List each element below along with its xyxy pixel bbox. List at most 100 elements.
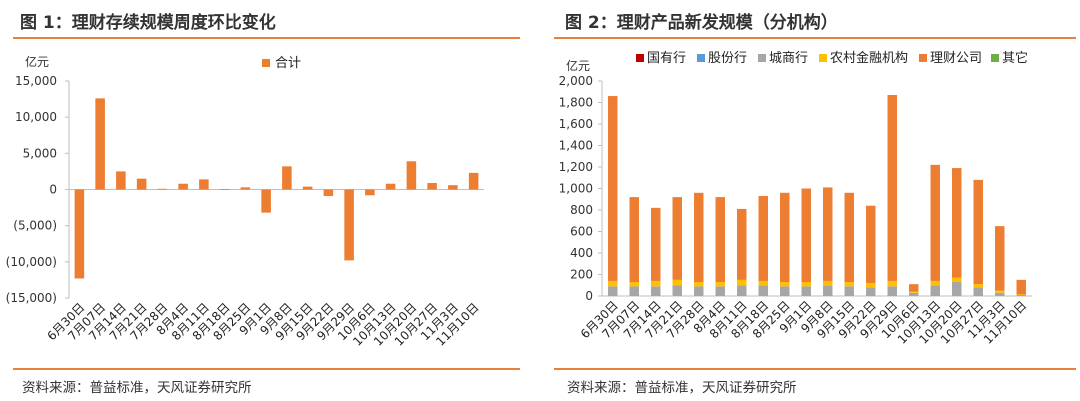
figure-1-top-rule xyxy=(13,37,520,39)
y-tick-label: 1,200 xyxy=(559,160,593,174)
figure-2-title: 图 2：理财产品新发规模（分机构） xyxy=(565,13,838,33)
bar-seg-4-17 xyxy=(973,179,983,285)
y-tick-label: 600 xyxy=(570,225,593,239)
y-tick-label: 15,000 xyxy=(15,74,57,88)
y-axis-unit-label: 亿元 xyxy=(566,58,590,73)
bar-seg-2-4 xyxy=(694,286,704,296)
bar-seg-2-7 xyxy=(758,285,768,296)
legend-label-5: 其它 xyxy=(1002,50,1028,66)
bar-seg-4-3 xyxy=(672,197,682,280)
y-tick-label: 800 xyxy=(570,203,593,217)
y-tick-label: 10,000 xyxy=(15,110,57,124)
bar-seg-4-13 xyxy=(887,94,897,281)
bar-seg-3-6 xyxy=(737,279,747,286)
figure-2-panel: 图 2：理财产品新发规模（分机构） 亿元 0 200 400 600 800 1,000 1,… xyxy=(545,0,1080,401)
figure-2-source: 资料来源：普益标准，天风证券研究所 xyxy=(567,380,797,396)
bar-seg-3-0 xyxy=(608,280,618,287)
bar-seg-2-17 xyxy=(973,287,983,296)
figure-2-bottom-rule xyxy=(554,368,1076,370)
bar-total-8 xyxy=(240,187,251,190)
bar-total-3 xyxy=(136,178,147,190)
y-tick-label: 5,000 xyxy=(23,146,57,160)
legend-label-0: 国有行 xyxy=(647,51,686,66)
y-tick-label: 2,000 xyxy=(559,74,593,88)
bar-seg-2-2 xyxy=(651,286,661,296)
bar-seg-2-0 xyxy=(608,286,618,296)
legend-label-total: 合计 xyxy=(275,56,301,71)
bar-seg-3-9 xyxy=(801,282,811,287)
legend-label-2: 城商行 xyxy=(769,51,808,66)
bar-seg-2-11 xyxy=(844,286,854,296)
bar-seg-4-19 xyxy=(1016,279,1026,295)
bar-seg-2-16 xyxy=(952,282,962,296)
bar-total-19 xyxy=(468,172,479,190)
bar-seg-3-11 xyxy=(844,282,854,287)
bar-seg-4-2 xyxy=(651,207,661,281)
bar-seg-4-16 xyxy=(952,168,962,278)
bar-total-13 xyxy=(344,189,354,261)
bar-seg-4-14 xyxy=(909,284,919,292)
bar-seg-2-12 xyxy=(866,287,876,296)
bar-seg-2-9 xyxy=(801,286,811,296)
y-tick-label: (10,000) xyxy=(6,255,57,269)
figure-1-bottom-rule xyxy=(13,368,520,370)
bar-seg-4-18 xyxy=(995,226,1005,291)
bar-seg-3-15 xyxy=(930,280,940,286)
bar-seg-4-6 xyxy=(737,208,747,280)
y-tick-label: (15,000) xyxy=(6,291,57,305)
bar-seg-3-3 xyxy=(672,279,682,286)
y-tick-label: 1,600 xyxy=(559,117,593,131)
bar-seg-4-1 xyxy=(629,197,639,283)
bar-seg-3-1 xyxy=(629,282,639,287)
bar-seg-4-10 xyxy=(823,187,833,281)
figure-1-panel: 图 1：理财存续规模周度环比变化 亿元 15,000 10,000 5,000 0 (5,… xyxy=(0,0,524,401)
legend-swatch-2 xyxy=(758,54,766,62)
bar-total-4 xyxy=(157,188,168,190)
bar-seg-2-8 xyxy=(780,286,790,296)
y-tick-label: 1,400 xyxy=(559,139,593,153)
bar-total-10 xyxy=(282,166,292,190)
figure-1-source: 资料来源：普益标准，天风证券研究所 xyxy=(22,380,252,396)
bar-total-14 xyxy=(365,189,375,196)
y-tick-label: 1,800 xyxy=(559,96,593,110)
figure-1-chart: 亿元 15,000 10,000 5,000 0 (5,000) (10,000) (15,0… xyxy=(6,54,484,349)
y-tick-label: 1,000 xyxy=(559,182,593,196)
legend-swatch-total xyxy=(262,59,270,67)
bar-seg-3-16 xyxy=(952,277,962,283)
bar-seg-4-0 xyxy=(608,96,618,281)
bar-total-17 xyxy=(427,182,437,190)
legend-label-1: 股份行 xyxy=(708,51,747,66)
y-tick-label: 0 xyxy=(49,183,57,197)
bar-seg-4-11 xyxy=(844,192,854,283)
bar-seg-3-12 xyxy=(866,283,876,288)
bar-seg-3-5 xyxy=(715,282,725,287)
figure-1-title: 图 1：理财存续规模周度环比变化 xyxy=(20,13,276,33)
bar-seg-2-3 xyxy=(672,285,682,296)
bar-seg-3-13 xyxy=(887,280,897,287)
bar-seg-4-15 xyxy=(930,164,940,281)
legend-swatch-5 xyxy=(991,54,999,62)
bar-total-1 xyxy=(95,98,105,190)
legend-label-4: 理财公司 xyxy=(930,51,982,66)
bar-seg-2-15 xyxy=(930,285,940,296)
legend-swatch-3 xyxy=(819,54,827,62)
bar-total-0 xyxy=(74,189,85,279)
bar-seg-3-17 xyxy=(973,284,983,288)
y-tick-label: 200 xyxy=(570,268,593,282)
bar-seg-3-19 xyxy=(1016,294,1026,296)
bar-seg-4-4 xyxy=(694,192,704,283)
bar-total-15 xyxy=(385,183,396,190)
y-axis-unit-label: 亿元 xyxy=(25,54,49,69)
y-tick-label: 400 xyxy=(570,246,593,260)
bar-seg-3-10 xyxy=(823,280,833,286)
bar-seg-2-1 xyxy=(629,286,639,296)
bar-seg-3-4 xyxy=(694,282,704,287)
bar-seg-3-8 xyxy=(780,282,790,287)
bar-seg-4-7 xyxy=(758,196,768,281)
bar-seg-2-19 xyxy=(1016,294,1026,296)
y-tick-label: 0 xyxy=(585,289,593,303)
bar-seg-2-14 xyxy=(909,292,919,296)
legend-swatch-0 xyxy=(636,54,644,62)
figure-2-chart: 亿元 0 200 400 600 800 1,000 1,200 1,400 1,600 1,800… xyxy=(559,50,1032,347)
bar-total-9 xyxy=(261,189,271,213)
